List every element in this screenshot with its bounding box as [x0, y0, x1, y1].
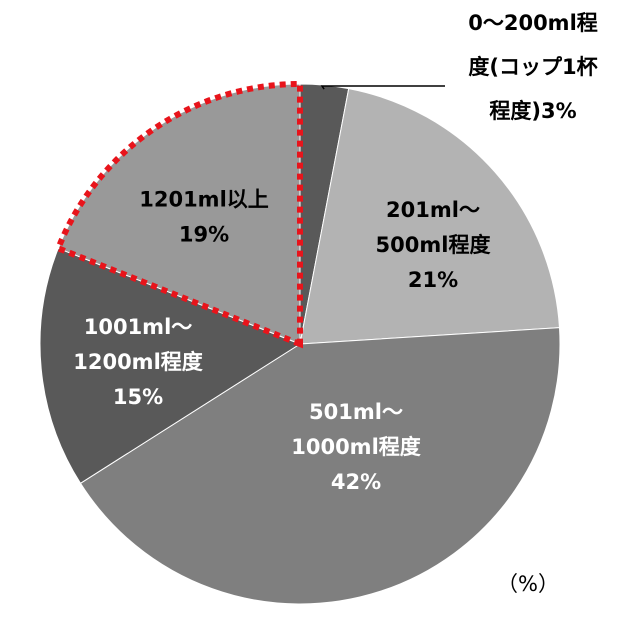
slice-label-2-line-2: 500ml程度	[376, 233, 491, 257]
slice-label-2-line-3: 21%	[408, 268, 458, 292]
pie-slice-3	[79, 327, 561, 605]
slice-label-3-line-3: 42%	[331, 470, 381, 494]
slice-label-3-line-2: 1000ml程度	[291, 435, 421, 459]
slice-label-2-line-1: 201ml～	[386, 198, 480, 222]
slice-label-3-line-1: 501ml～	[309, 400, 403, 424]
slice-label-5-line-1: 1201ml以上	[139, 188, 269, 212]
slice-label-1-line-3: 程度)3%	[489, 99, 576, 123]
slice-label-4-line-3: 15%	[113, 385, 163, 409]
callout-leader-line	[320, 85, 445, 90]
pie-slice-4	[39, 247, 302, 485]
unit-label: （%）	[497, 572, 559, 596]
slice-label-5-line-2: 19%	[179, 223, 229, 247]
slice-label-4-line-2: 1200ml程度	[73, 350, 203, 374]
slice-label-1-line-2: 度(コップ1杯	[468, 55, 597, 79]
slice-label-1-line-1: 0～200ml程	[468, 11, 598, 35]
slice-label-4-line-1: 1001ml～	[84, 315, 193, 339]
pie-slice-2	[299, 88, 561, 345]
pie-slice-5	[57, 83, 301, 345]
